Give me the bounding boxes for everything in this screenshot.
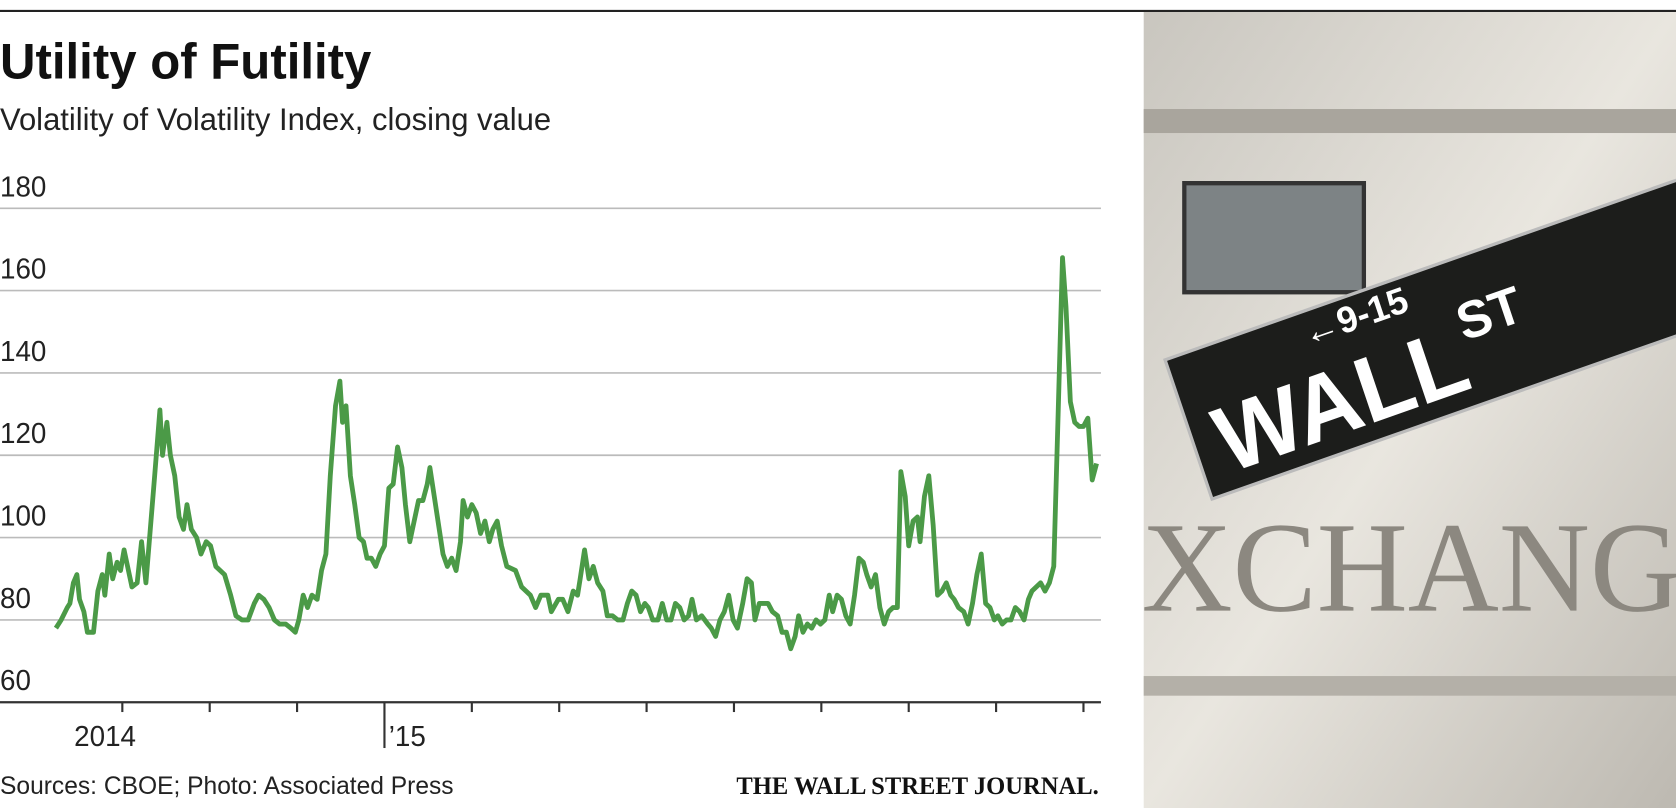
source: Sources: CBOE; Photo: Associated Press — [0, 773, 454, 800]
data-line — [53, 255, 1099, 652]
sign-plate — [1163, 173, 1676, 502]
y-tick-label: 100 — [0, 500, 46, 531]
y-tick-label: 140 — [0, 336, 46, 367]
y-tick-label: 160 — [0, 253, 46, 284]
photo: XCHANGE ←9-15 WALL ST — [1142, 11, 1676, 808]
y-tick-label: 80 — [0, 583, 31, 614]
photo-ledge — [1143, 676, 1676, 696]
y-tick-label: 120 — [0, 418, 46, 449]
chart-subtitle: Volatility of Volatility Index, closing … — [0, 101, 551, 136]
photo-ledge — [1143, 109, 1676, 134]
y-tick-label: 180 — [0, 171, 46, 202]
building-text: XCHANGE — [1142, 496, 1676, 639]
chart-title: Utility of Futility — [0, 33, 372, 90]
x-tick-label: ’15 — [389, 721, 426, 752]
publisher: THE WALL STREET JOURNAL. — [736, 773, 1098, 800]
y-tick-label: 60 — [0, 665, 31, 696]
photo-lamp — [1182, 181, 1367, 295]
street-sign: ←9-15 WALL ST — [1163, 173, 1676, 502]
x-tick-label: 2014 — [74, 721, 136, 752]
